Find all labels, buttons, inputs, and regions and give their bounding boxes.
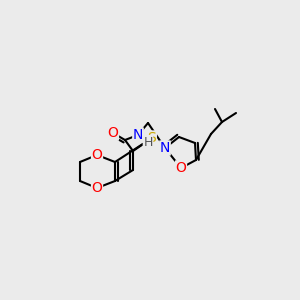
Text: N: N <box>160 141 170 155</box>
Text: O: O <box>92 148 102 162</box>
Text: H: H <box>143 136 153 148</box>
Text: S: S <box>148 131 156 145</box>
Text: O: O <box>92 181 102 195</box>
Text: O: O <box>176 161 186 175</box>
Text: N: N <box>133 128 143 142</box>
Text: O: O <box>108 126 118 140</box>
